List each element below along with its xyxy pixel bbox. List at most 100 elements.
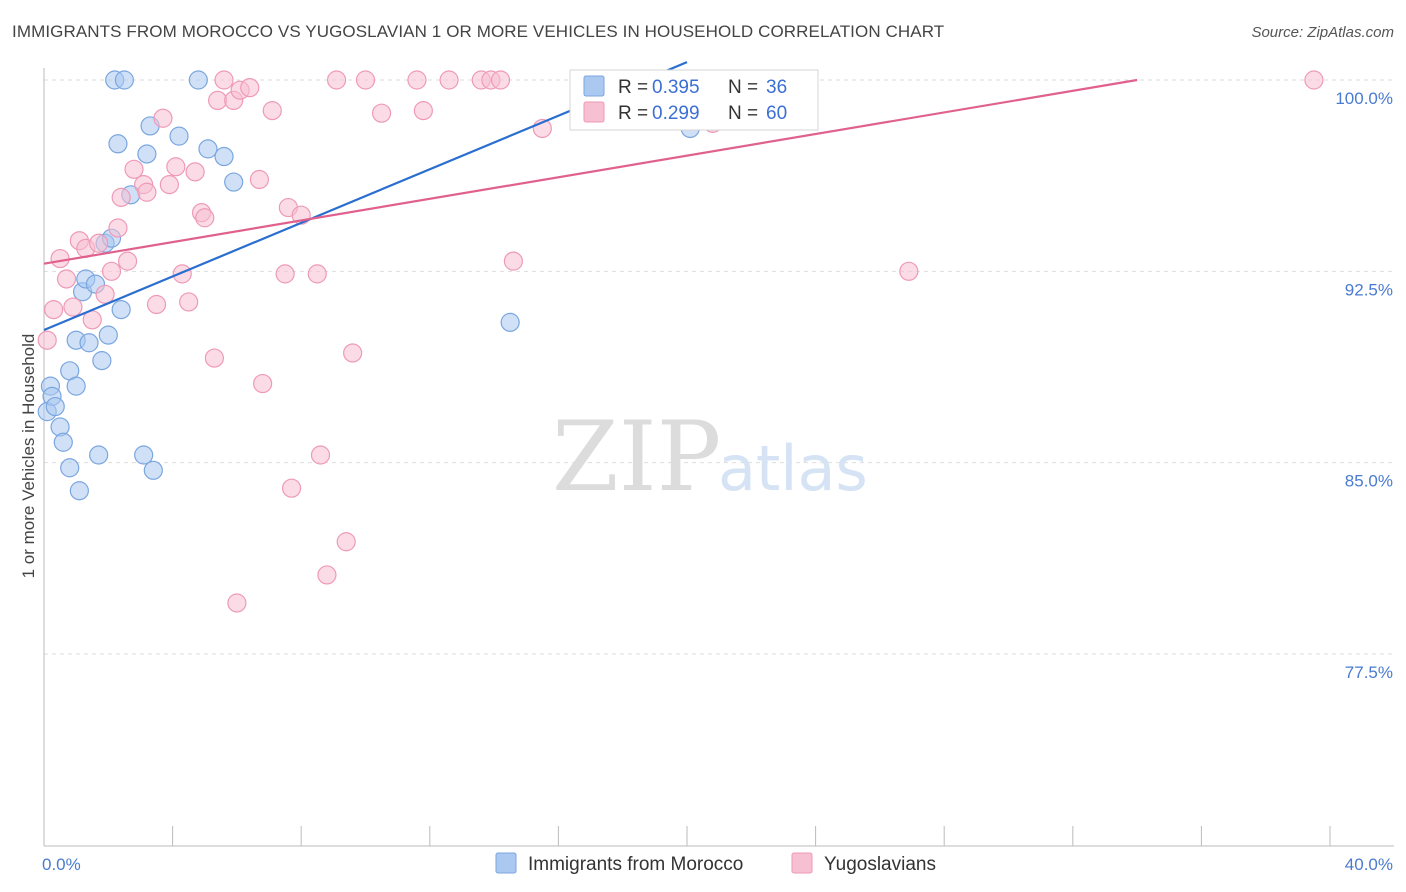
- yugoslavian-point: [95, 284, 115, 304]
- yugoslavian-point: [503, 251, 523, 271]
- yugoslavian-point: [240, 78, 260, 98]
- morocco-point: [169, 126, 189, 146]
- yugoslavian-point: [44, 300, 64, 320]
- legend-n-value-pink: 60: [766, 103, 787, 124]
- yugoslavian-point: [371, 103, 392, 123]
- axes: [43, 68, 1394, 847]
- morocco-point: [98, 325, 118, 345]
- yugoslavian-point: [899, 261, 919, 281]
- yugoslavian-point: [262, 101, 282, 121]
- legend-r-value-blue: 0.395: [652, 77, 700, 98]
- legend-swatch-blue: [583, 75, 605, 97]
- yugoslavian-point: [413, 101, 433, 121]
- series-swatch-morocco: [495, 852, 517, 874]
- yugoslavian-trend-line: [43, 78, 1138, 265]
- yugoslavian-point: [249, 169, 270, 190]
- yugoslavian-point: [336, 532, 356, 552]
- source-label: Source: ZipAtlas.com: [1251, 24, 1394, 41]
- watermark-zip: ZIP: [552, 401, 721, 513]
- morocco-point: [214, 146, 234, 167]
- morocco-point: [60, 458, 80, 478]
- yugoslavian-point: [307, 264, 327, 284]
- yugoslavian-point: [37, 330, 57, 350]
- yugoslavian-point: [111, 187, 131, 207]
- morocco-point: [66, 376, 86, 396]
- morocco-point: [143, 460, 163, 480]
- yugoslavian-point: [310, 445, 331, 465]
- series-label-morocco: Immigrants from Morocco: [528, 854, 743, 875]
- yugoslavian-point: [343, 343, 363, 363]
- yugoslavian-point: [253, 373, 273, 394]
- morocco-point: [188, 70, 208, 90]
- yugoslavian-point: [159, 174, 179, 195]
- legend-r-label-blue: R =: [618, 77, 648, 98]
- legend-r-label-pink: R =: [618, 103, 648, 124]
- morocco-point: [224, 172, 244, 192]
- series-label-yugoslavians: Yugoslavians: [824, 854, 936, 875]
- grid-lines: [44, 79, 1394, 655]
- yugoslavian-point: [50, 248, 70, 269]
- morocco-point: [500, 312, 520, 332]
- yugoslavian-point: [56, 269, 77, 289]
- yugoslavian-point: [63, 297, 83, 317]
- morocco-point: [198, 139, 218, 159]
- yugoslavian-point: [281, 478, 302, 498]
- series-swatch-yugoslavians: [791, 852, 813, 874]
- morocco-point: [69, 481, 89, 501]
- y-tick-label: 100.0%: [1335, 89, 1393, 108]
- morocco-point: [114, 70, 134, 90]
- x-tick-label-min: 0.0%: [42, 855, 81, 874]
- yugoslavian-point: [179, 292, 199, 312]
- morocco-point: [79, 333, 99, 353]
- yugoslavian-point: [146, 294, 167, 315]
- x-ticks: 0.0% 40.0%: [42, 826, 1393, 874]
- yugoslavian-point: [204, 348, 224, 368]
- y-tick-label: 77.5%: [1345, 663, 1393, 682]
- legend-swatch-pink: [583, 101, 605, 123]
- x-tick-label-max: 40.0%: [1345, 855, 1393, 874]
- legend-r-value-pink: 0.299: [652, 103, 700, 124]
- morocco-point: [111, 300, 131, 320]
- legend-n-value-blue: 36: [766, 77, 787, 98]
- yugoslavian-point: [326, 70, 347, 90]
- y-tick-label: 85.0%: [1345, 472, 1393, 491]
- watermark: ZIP atlas: [552, 401, 868, 513]
- morocco-point: [53, 432, 73, 452]
- correlation-legend: R = 0.395 N = 36 R = 0.299 N = 60: [569, 69, 819, 131]
- legend-box: [569, 69, 819, 131]
- yugoslavian-point: [185, 162, 205, 182]
- morocco-point: [45, 396, 65, 417]
- yugoslavian-point: [355, 70, 376, 90]
- yugoslavian-point: [101, 261, 122, 281]
- yugoslavian-point: [214, 70, 234, 90]
- chart-title: IMMIGRANTS FROM MOROCCO VS YUGOSLAVIAN 1…: [12, 22, 945, 41]
- yugoslavian-point: [89, 233, 109, 253]
- morocco-point: [137, 144, 157, 164]
- data-points: [37, 70, 1324, 613]
- yugoslavian-point: [407, 70, 427, 90]
- legend-n-label-pink: N =: [728, 103, 758, 124]
- yugoslavian-point: [153, 108, 173, 128]
- yugoslavian-point: [108, 218, 128, 238]
- morocco-point: [134, 445, 154, 465]
- yugoslavian-point: [117, 251, 138, 271]
- yugoslavian-point: [124, 159, 144, 179]
- morocco-point: [108, 134, 128, 154]
- yugoslavian-point: [317, 565, 337, 585]
- y-axis-label: 1 or more Vehicles in Household: [19, 334, 38, 579]
- yugoslavian-point: [275, 264, 295, 284]
- y-tick-labels: 100.0% 92.5% 85.0% 77.5%: [1335, 89, 1393, 682]
- yugoslavian-point: [137, 182, 157, 202]
- yugoslavian-point: [1304, 70, 1324, 90]
- yugoslavian-point: [227, 593, 247, 613]
- morocco-point: [89, 445, 109, 465]
- watermark-atlas: atlas: [718, 432, 868, 505]
- yugoslavian-point: [208, 90, 228, 111]
- morocco-point: [92, 351, 112, 371]
- yugoslavian-point: [195, 208, 215, 228]
- y-tick-label: 92.5%: [1345, 280, 1393, 299]
- yugoslavian-point: [166, 157, 186, 177]
- series-legend: Immigrants from Morocco Yugoslavians: [495, 852, 936, 875]
- yugoslavian-point: [439, 70, 459, 90]
